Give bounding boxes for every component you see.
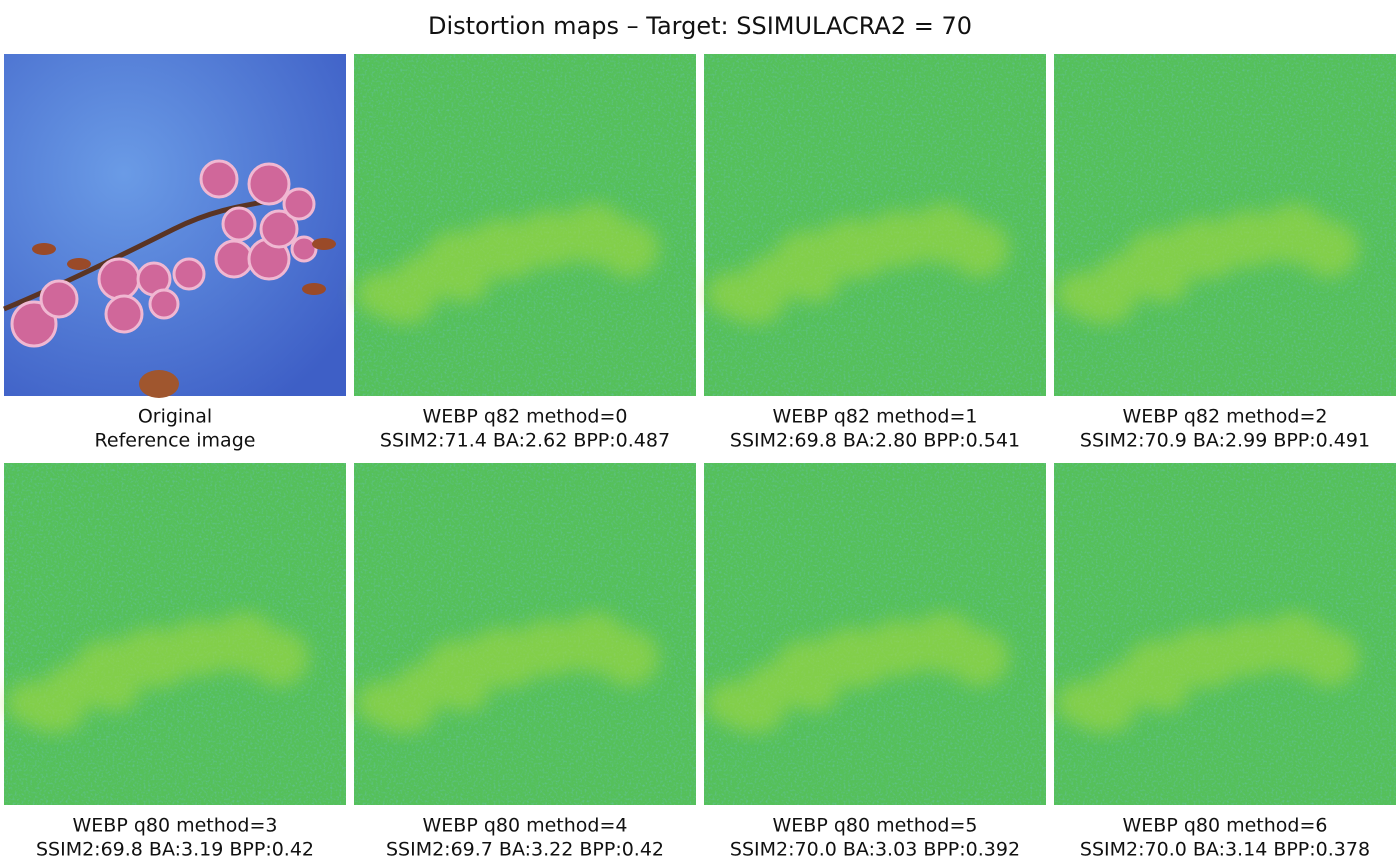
panel-metrics: SSIM2:71.4 BA:2.62 BPP:0.487 (380, 430, 670, 452)
panel-caption: WEBP q82 method=2 (1123, 406, 1328, 428)
leaf (139, 370, 179, 398)
highlight-blob (789, 675, 839, 711)
leaf (302, 283, 326, 295)
highlight-blob (1139, 266, 1189, 302)
highlight (706, 204, 1009, 324)
distortion-map (4, 463, 346, 805)
distortion-map (704, 54, 1046, 396)
panel-caption: WEBP q80 method=6 (1123, 815, 1328, 837)
panel-caption: WEBP q82 method=0 (423, 406, 628, 428)
blossom (199, 159, 239, 199)
blossom (259, 209, 299, 249)
highlight-blob (89, 675, 139, 711)
distortion-map (354, 463, 696, 805)
blossom (282, 187, 316, 221)
distortion-map (354, 54, 696, 396)
blossom (247, 162, 291, 206)
highlight (6, 613, 309, 733)
blossom (214, 239, 254, 279)
highlight-blob (949, 221, 1009, 277)
panel-metrics: SSIM2:69.8 BA:2.80 BPP:0.541 (730, 430, 1020, 452)
panel-caption: WEBP q80 method=3 (73, 815, 278, 837)
distortion-map (1054, 463, 1396, 805)
highlight-blob (249, 630, 309, 686)
distortion-map (1054, 54, 1396, 396)
panel-metrics: SSIM2:70.9 BA:2.99 BPP:0.491 (1080, 430, 1370, 452)
panel-metrics: Reference image (95, 430, 256, 452)
highlight-blob (374, 693, 434, 733)
highlight-blob (599, 630, 659, 686)
highlight-blob (1299, 630, 1359, 686)
highlight-blob (724, 284, 784, 324)
distortion-map (704, 463, 1046, 805)
highlight-blob (1139, 675, 1189, 711)
panel-metrics: SSIM2:69.8 BA:3.19 BPP:0.42 (36, 839, 314, 861)
blossom (39, 279, 79, 319)
highlight-blob (1074, 693, 1134, 733)
highlight (356, 204, 659, 324)
blossom (97, 257, 141, 301)
highlight-blob (24, 693, 84, 733)
blossom (290, 235, 318, 263)
highlight-blob (1074, 284, 1134, 324)
panel-caption: WEBP q80 method=4 (423, 815, 628, 837)
blossom (10, 300, 58, 348)
highlight (706, 613, 1009, 733)
highlight (356, 613, 659, 733)
figure-title: Distortion maps – Target: SSIMULACRA2 = … (428, 12, 972, 40)
reference-image (3, 54, 346, 398)
panel-metrics: SSIM2:70.0 BA:3.03 BPP:0.392 (730, 839, 1020, 861)
highlight-blob (374, 284, 434, 324)
panel-metrics: SSIM2:70.0 BA:3.14 BPP:0.378 (1080, 839, 1370, 861)
highlight-blob (789, 266, 839, 302)
leaf (67, 258, 91, 270)
highlight-blob (439, 675, 489, 711)
highlight-blob (439, 266, 489, 302)
leaf (32, 243, 56, 255)
blossom (104, 294, 144, 334)
highlight (1056, 204, 1359, 324)
panel-caption: WEBP q80 method=5 (773, 815, 978, 837)
highlight-blob (724, 693, 784, 733)
leaf (312, 238, 336, 250)
blossom (221, 206, 257, 242)
blossom (148, 288, 180, 320)
panel-metrics: SSIM2:69.7 BA:3.22 BPP:0.42 (386, 839, 664, 861)
highlight-blob (599, 221, 659, 277)
highlight (1056, 613, 1359, 733)
highlight-blob (1299, 221, 1359, 277)
panel-caption: Original (138, 406, 212, 428)
highlight-blob (949, 630, 1009, 686)
panel-caption: WEBP q82 method=1 (773, 406, 978, 428)
blossom (172, 257, 206, 291)
